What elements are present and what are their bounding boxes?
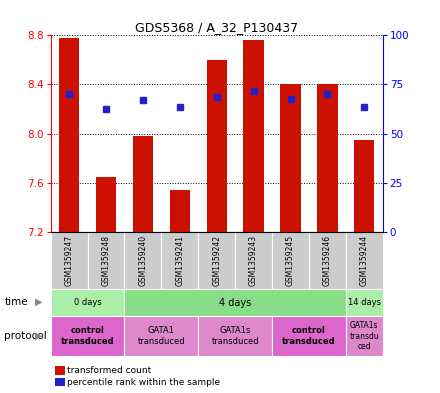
Bar	[125, 316, 198, 356]
Bar	[198, 316, 272, 356]
Text: ▶: ▶	[35, 331, 43, 341]
Bar	[88, 232, 125, 289]
Bar	[51, 289, 125, 316]
Text: transformed count: transformed count	[67, 366, 151, 375]
Bar	[317, 84, 337, 232]
Text: GSM1359240: GSM1359240	[138, 235, 147, 286]
Text: GSM1359242: GSM1359242	[212, 235, 221, 286]
Text: time: time	[4, 297, 28, 307]
Bar	[125, 232, 161, 289]
Bar	[346, 316, 383, 356]
Text: GSM1359247: GSM1359247	[65, 235, 73, 286]
Bar	[346, 232, 383, 289]
Bar	[309, 232, 346, 289]
Text: GSM1359246: GSM1359246	[323, 235, 332, 286]
Bar	[280, 84, 301, 232]
Bar	[51, 316, 125, 356]
Text: GATA1s
transdu
ced: GATA1s transdu ced	[349, 321, 379, 351]
Text: ▶: ▶	[35, 297, 43, 307]
Bar	[346, 289, 383, 316]
Text: GATA1s
transduced: GATA1s transduced	[211, 326, 259, 346]
Bar	[59, 38, 79, 232]
Bar	[272, 232, 309, 289]
Bar	[354, 140, 374, 232]
Text: GSM1359241: GSM1359241	[175, 235, 184, 286]
Bar	[161, 232, 198, 289]
Title: GDS5368 / A_32_P130437: GDS5368 / A_32_P130437	[135, 21, 298, 34]
Text: GATA1
transduced: GATA1 transduced	[138, 326, 185, 346]
Bar	[206, 60, 227, 232]
Text: protocol: protocol	[4, 331, 47, 341]
Bar	[272, 316, 346, 356]
Text: GSM1359248: GSM1359248	[102, 235, 110, 286]
Bar	[243, 40, 264, 232]
Text: 0 days: 0 days	[73, 298, 101, 307]
Text: 14 days: 14 days	[348, 298, 381, 307]
Bar	[235, 232, 272, 289]
Bar	[125, 289, 346, 316]
Text: control
transduced: control transduced	[61, 326, 114, 346]
Bar	[133, 136, 153, 232]
Text: 4 days: 4 days	[219, 298, 251, 308]
Text: percentile rank within the sample: percentile rank within the sample	[67, 378, 220, 387]
Bar	[198, 232, 235, 289]
Bar	[96, 176, 116, 232]
Bar	[51, 232, 88, 289]
Bar	[170, 190, 190, 232]
Text: control
transduced: control transduced	[282, 326, 336, 346]
Text: GSM1359244: GSM1359244	[360, 235, 369, 286]
Text: GSM1359245: GSM1359245	[286, 235, 295, 286]
Text: GSM1359243: GSM1359243	[249, 235, 258, 286]
